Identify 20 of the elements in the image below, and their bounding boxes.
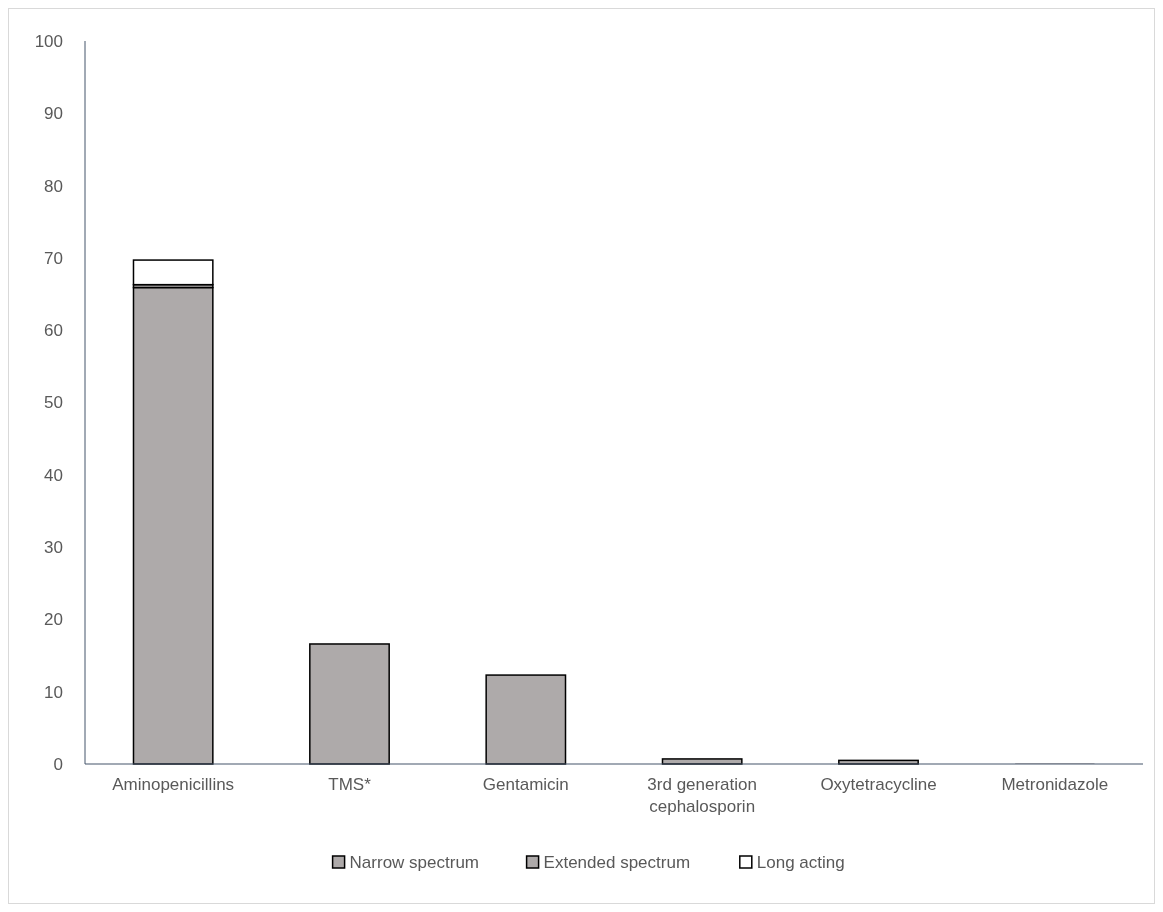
y-tick-label: 60 [44,321,63,341]
y-tick-label: 90 [44,104,63,124]
y-tick-label: 20 [44,610,63,630]
legend-label: Narrow spectrum [349,852,480,872]
x-tick-label: TMS* [328,775,372,794]
y-tick-label: 0 [53,754,63,774]
x-tick-label: Gentamicin [482,775,569,794]
x-tick-label: Oxytetracycline [820,775,937,794]
x-tick-label: Aminopenicillins [112,775,235,794]
y-tick-label: 10 [44,682,63,702]
legend-label: Extended spectrum [543,852,691,872]
legend-label: Long acting [756,852,845,872]
y-tick-label: 100 [34,31,63,51]
x-tick-label: 3rd generation cephalosporin [647,775,757,816]
y-tick-label: 30 [44,538,63,558]
y-tick-label: 80 [44,176,63,196]
y-tick-label: 70 [44,248,63,268]
y-tick-label: 40 [44,465,63,485]
y-tick-label: 50 [44,393,63,413]
x-tick-label: Metronidazole [1001,775,1109,794]
